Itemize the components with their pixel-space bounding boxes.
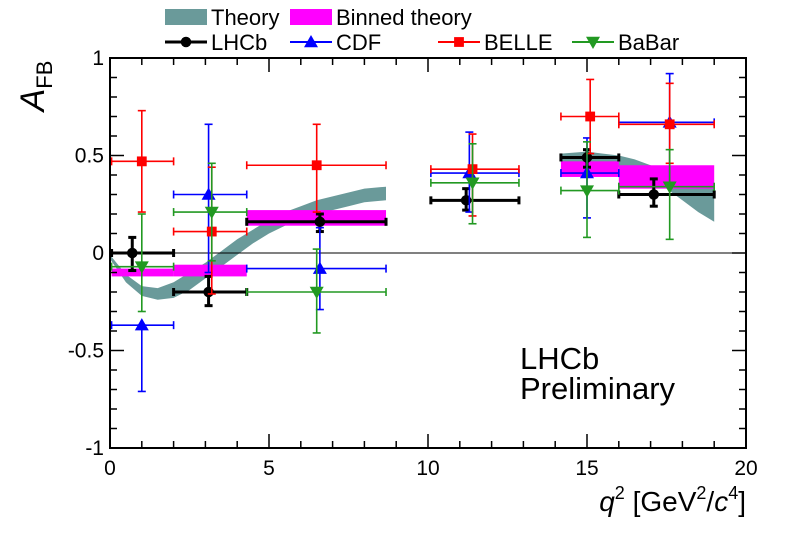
legend-item-theory: Theory	[165, 5, 279, 30]
legend-swatch-binned	[290, 9, 332, 25]
legend-label-babar: BaBar	[618, 30, 679, 55]
legend-label-belle: BELLE	[484, 30, 553, 55]
x-tick-label: 5	[263, 457, 275, 480]
binned-theory-layer	[111, 161, 715, 277]
cdf-marker-0	[134, 318, 149, 331]
x-tick-label: 20	[734, 457, 757, 480]
series-cdf	[110, 72, 716, 393]
legend: Theory Binned theory LHCb CDF BELLE BaBar	[165, 5, 679, 55]
legend-marker-babar	[586, 36, 600, 49]
legend-marker-lhcb	[180, 36, 192, 48]
babar-point-5	[617, 148, 716, 241]
legend-item-binned: Binned theory	[290, 5, 472, 30]
legend-label-binned: Binned theory	[336, 5, 472, 30]
belle-point-5	[617, 82, 716, 165]
cdf-point-0	[110, 318, 175, 393]
legend-label-lhcb: LHCb	[211, 30, 267, 55]
y-tick-label: 0.5	[75, 145, 104, 168]
legend-swatch-theory	[165, 9, 207, 25]
legend-item-lhcb: LHCb	[165, 30, 267, 55]
legend-item-cdf: CDF	[290, 30, 381, 55]
babar-marker-3	[465, 177, 480, 190]
babar-point-3	[430, 143, 520, 225]
x-tick-label: 10	[416, 457, 439, 480]
annotation-preliminary: Preliminary	[520, 371, 676, 406]
babar-marker-0	[134, 261, 149, 274]
cdf-marker-1	[201, 187, 216, 200]
annotation-lhcb: LHCb	[520, 341, 599, 376]
lhcb-point-5	[617, 177, 716, 208]
babar-marker-4	[580, 185, 594, 198]
x-axis-label: q2 [GeV2/c4]	[599, 483, 746, 517]
legend-label-theory: Theory	[211, 5, 279, 30]
babar-point-2	[245, 248, 387, 334]
y-axis-label: AFB	[14, 61, 57, 114]
belle-marker-0	[136, 156, 147, 167]
series-babar	[110, 141, 716, 334]
y-tick-label: 1	[92, 47, 104, 70]
babar-point-0	[110, 213, 175, 313]
lhcb-point-3	[429, 187, 521, 212]
x-tick-label: 15	[575, 457, 598, 480]
belle-point-0	[110, 109, 175, 213]
binned-theory-bin-4	[618, 165, 715, 189]
legend-marker-belle	[454, 37, 464, 47]
binned-theory-bin-1	[173, 264, 247, 277]
belle-marker-5	[664, 119, 675, 130]
legend-marker-cdf	[304, 35, 318, 48]
y-tick-label: -1	[85, 437, 104, 460]
belle-marker-4	[585, 111, 596, 122]
babar-marker-5	[662, 181, 677, 194]
legend-item-babar: BaBar	[572, 30, 679, 55]
y-tick-label: 0	[92, 242, 104, 265]
theory-band-low-q2	[110, 186, 386, 300]
tick-layer: 0 5 10 15 20 -1 -0.5 0 0.5 1	[68, 47, 758, 480]
babar-marker-1	[204, 206, 219, 220]
babar-point-4	[560, 141, 620, 239]
belle-point-3	[430, 133, 520, 217]
legend-label-cdf: CDF	[336, 30, 381, 55]
belle-marker-2	[311, 160, 322, 171]
belle-point-2	[245, 123, 387, 213]
series-layer	[110, 72, 716, 393]
legend-item-belle: BELLE	[438, 30, 553, 55]
babar-marker-2	[309, 286, 324, 299]
y-tick-label: -0.5	[68, 340, 104, 363]
cdf-marker-2	[312, 261, 327, 274]
lhcb-marker-2	[314, 216, 326, 228]
lhcb-marker-0	[127, 247, 138, 259]
lhcb-point-2	[245, 212, 388, 234]
lhcb-marker-5	[648, 189, 660, 200]
babar-point-1	[172, 162, 248, 262]
x-tick-label: 0	[104, 457, 116, 480]
